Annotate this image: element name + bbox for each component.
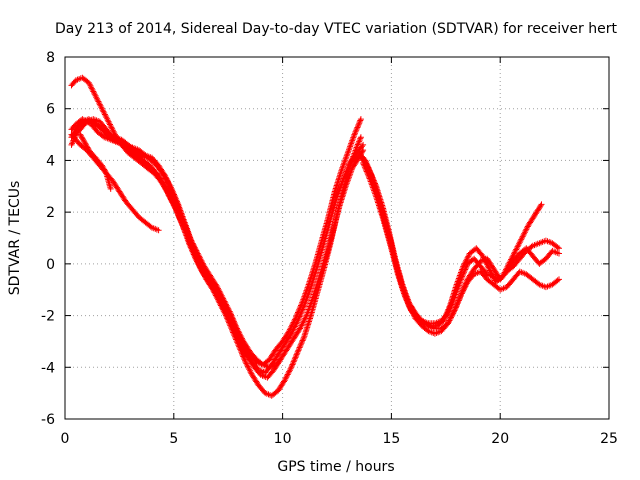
x-tick-label: 15: [382, 431, 400, 447]
series-line: [75, 118, 282, 368]
series-markers: [68, 74, 364, 399]
x-tick-label: 10: [274, 431, 292, 447]
series-line: [70, 118, 362, 366]
x-tick-label: 5: [169, 431, 178, 447]
series-trace-7: [72, 116, 284, 371]
y-axis-ticks: -6 -4 -2 0 2 4 6 8: [41, 50, 609, 428]
series-trace-2: [68, 116, 367, 376]
series-markers: [357, 154, 562, 332]
series-markers: [68, 131, 162, 234]
series-trace-5: [68, 131, 162, 234]
series-markers: [68, 116, 367, 376]
y-tick-label: -4: [41, 360, 55, 376]
x-axis-label: GPS time / hours: [277, 459, 394, 475]
gridlines: [65, 57, 609, 419]
series-trace-6: [77, 131, 114, 192]
data-traces: [68, 74, 562, 399]
x-axis-ticks: 0 5 10 15 20 25: [61, 57, 618, 447]
y-tick-label: 6: [46, 102, 55, 118]
y-tick-label: -2: [41, 309, 55, 325]
series-markers: [72, 116, 284, 371]
series-trace-4: [68, 74, 364, 399]
y-tick-label: 0: [46, 257, 55, 273]
series-trace-1: [68, 116, 364, 368]
x-tick-label: 25: [600, 431, 618, 447]
x-tick-label: 0: [61, 431, 70, 447]
series-trace-11: [355, 149, 545, 329]
series-markers: [68, 116, 364, 368]
plot-frame: [64, 56, 610, 420]
y-tick-label: -6: [41, 412, 55, 428]
y-tick-label: 8: [46, 50, 55, 66]
series-trace-9: [357, 154, 562, 332]
series-markers: [355, 149, 545, 329]
y-axis-label: SDTVAR / TECUs: [7, 181, 23, 296]
series-line: [353, 154, 560, 324]
y-tick-label: 4: [46, 153, 55, 169]
series-line: [70, 76, 362, 397]
x-tick-label: 20: [491, 431, 509, 447]
chart-title: Day 213 of 2014, Sidereal Day-to-day VTE…: [55, 21, 617, 37]
series-markers: [77, 131, 114, 192]
y-tick-label: 2: [46, 205, 55, 221]
